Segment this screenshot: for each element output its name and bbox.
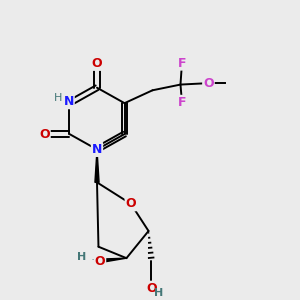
- Text: N: N: [63, 95, 74, 108]
- Text: F: F: [178, 96, 186, 109]
- Text: O: O: [39, 128, 50, 140]
- Text: -: -: [92, 255, 95, 265]
- Text: N: N: [92, 143, 102, 156]
- Text: O: O: [92, 57, 102, 70]
- Text: H: H: [54, 93, 62, 103]
- Polygon shape: [98, 258, 126, 263]
- Text: O: O: [146, 282, 157, 295]
- Text: H: H: [154, 288, 164, 298]
- Text: O: O: [203, 76, 214, 90]
- Text: O: O: [94, 254, 105, 268]
- Polygon shape: [95, 149, 99, 182]
- Text: O: O: [125, 197, 136, 210]
- Text: H: H: [77, 252, 87, 262]
- Text: F: F: [178, 57, 186, 70]
